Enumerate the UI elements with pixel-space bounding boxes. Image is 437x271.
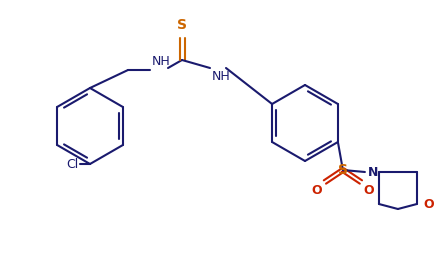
Text: NH: NH (212, 70, 231, 83)
Text: S: S (177, 18, 187, 32)
Text: S: S (338, 163, 348, 177)
Text: O: O (423, 198, 434, 211)
Text: Cl: Cl (66, 157, 78, 170)
Text: O: O (364, 184, 374, 197)
Text: N: N (368, 166, 378, 179)
Text: NH: NH (152, 55, 171, 68)
Text: O: O (312, 184, 322, 197)
